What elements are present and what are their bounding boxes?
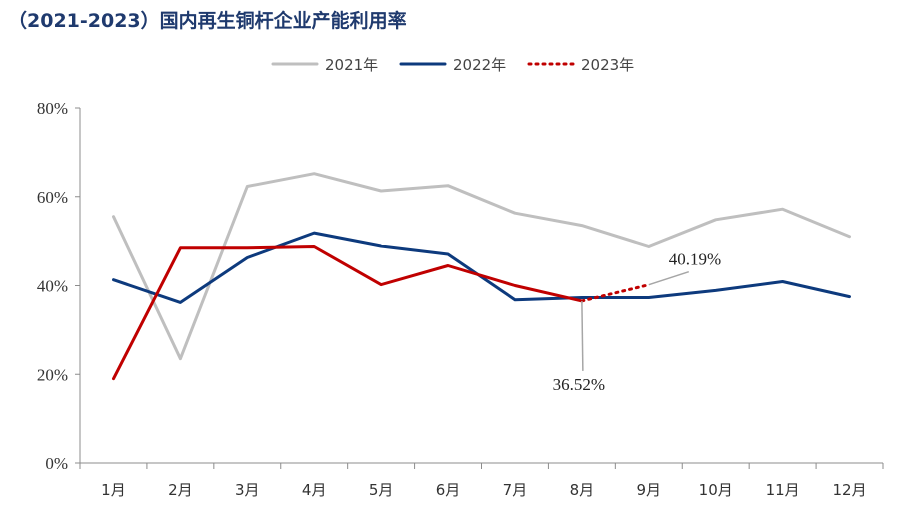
series-layer [112, 172, 851, 381]
chart-title: （2021-2023）国内再生铜杆企业产能利用率 [8, 10, 407, 32]
axes: 0% 20% 40% 60% 80% 1月 2月 3月 4月 5月 6月 7月 8月 9月 10月 11月 12… [37, 99, 884, 499]
legend-label: 2022年 [453, 56, 506, 74]
x-tick-label: 12月 [832, 481, 866, 499]
x-tick-label: 10月 [699, 481, 733, 499]
x-tick-label: 6月 [436, 481, 461, 499]
x-tick-label: 5月 [369, 481, 394, 499]
y-tick-label: 0% [45, 454, 68, 473]
y-tick-label: 80% [37, 99, 68, 118]
y-tick-label: 60% [37, 188, 68, 207]
x-tick-label: 4月 [302, 481, 327, 499]
annotation-leader [581, 300, 584, 371]
legend: 2021年 2022年 2023年 [271, 56, 634, 74]
annotation-label: 40.19% [669, 250, 721, 269]
annotation-label: 36.52% [553, 375, 605, 394]
legend-label: 2021年 [325, 56, 378, 74]
x-tick-label: 7月 [503, 481, 528, 499]
series-line-2021 [112, 172, 851, 361]
y-tick-label: 20% [37, 365, 68, 384]
x-tick-label: 9月 [637, 481, 662, 499]
y-tick-label: 40% [37, 277, 68, 296]
x-tick-label: 2月 [168, 481, 193, 499]
annotation-leader [648, 270, 690, 286]
series-line-2023 [112, 245, 584, 381]
x-tick-label: 11月 [766, 481, 800, 499]
x-tick-label: 8月 [570, 481, 595, 499]
annotation-layer: 40.19% 36.52% [553, 250, 722, 394]
series-line-2023-dotted [580, 283, 651, 303]
x-tick-label: 3月 [235, 481, 260, 499]
x-tick-label: 1月 [101, 481, 126, 499]
legend-label: 2023年 [581, 56, 634, 74]
